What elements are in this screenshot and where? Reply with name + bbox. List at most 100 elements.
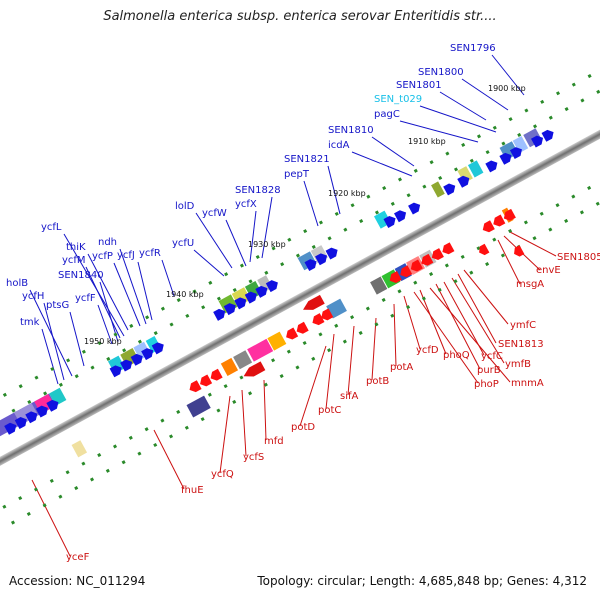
callout-line	[413, 291, 479, 384]
gene-label-ymfb: ymfB	[505, 359, 531, 370]
gene-label-ycfj: ycfJ	[117, 250, 135, 261]
forward-gene-arrow	[141, 348, 154, 361]
gene-label-sen1810: SEN1810	[328, 125, 374, 136]
reverse-gene-arrow	[503, 208, 516, 221]
tick-mark	[129, 323, 134, 328]
callout-line	[435, 283, 481, 370]
tick-mark	[406, 305, 411, 310]
callout-line	[43, 302, 65, 381]
gene-label-purb: purB	[477, 365, 501, 376]
tick-mark	[587, 73, 592, 79]
tick-mark	[207, 392, 212, 397]
gene-label-ycfu: ycfU	[172, 238, 194, 249]
tick-mark	[302, 340, 307, 346]
tick-mark	[469, 270, 474, 275]
gene-label-sen1828: SEN1828	[235, 185, 281, 196]
tick-mark	[555, 91, 561, 96]
tick-mark	[397, 177, 403, 182]
callout-line	[351, 151, 413, 177]
forward-gene-arrow	[383, 216, 396, 228]
forward-gene-arrow	[457, 175, 470, 188]
callout-line	[193, 249, 225, 277]
gene-label-potc: potC	[318, 405, 341, 416]
callout-line	[429, 287, 511, 383]
tick-mark	[365, 306, 370, 311]
callout-line	[263, 379, 267, 441]
tick-mark	[248, 279, 253, 284]
tick-mark	[286, 349, 291, 354]
tick-mark	[2, 504, 7, 509]
tick-mark	[216, 408, 221, 413]
feature-block	[71, 440, 88, 458]
tick-mark	[358, 330, 363, 336]
feature-block	[186, 395, 211, 418]
tick-mark	[532, 236, 537, 241]
callout-line	[303, 180, 319, 227]
feature-block	[220, 357, 239, 376]
tick-mark	[18, 384, 23, 389]
tick-mark	[144, 427, 149, 432]
gene-label-ycff: ycfF	[75, 293, 96, 304]
tick-mark	[43, 391, 48, 396]
tick-mark	[42, 503, 47, 508]
gene-label-ycef: yceF	[66, 552, 90, 563]
callout-line	[327, 165, 341, 215]
tick-mark	[192, 289, 197, 294]
tick-mark	[564, 218, 569, 223]
gene-label-phop: phoP	[474, 379, 499, 390]
tick-mark	[137, 451, 142, 456]
reverse-gene-arrow	[303, 294, 325, 310]
forward-gene-arrow	[265, 280, 278, 293]
tick-mark	[445, 151, 450, 156]
tick-mark	[461, 142, 466, 147]
tick-mark	[200, 417, 205, 422]
gene-label-sen1840: SEN1840	[58, 270, 104, 281]
kbp-tick-labels: 1900 kbp 1910 kbp 1920 kbp 1930 kbp 1940…	[84, 84, 526, 346]
reverse-gene-arrow	[389, 271, 402, 283]
tick-mark	[255, 254, 260, 260]
reverse-gene-arrow	[321, 308, 334, 321]
tick-mark	[374, 322, 379, 327]
gene-label-pept: pepT	[284, 169, 310, 180]
reverse-gene-arrow	[482, 220, 495, 233]
tick-mark	[429, 160, 434, 165]
tick-mark	[350, 203, 355, 208]
feature-block	[326, 298, 347, 319]
gene-label-ycfm: ycfM	[62, 255, 86, 266]
gene-label-ycfl: ycfL	[41, 222, 62, 233]
reverse-gene-arrow	[286, 327, 299, 340]
tick-mark	[27, 399, 32, 405]
feature-block	[267, 331, 287, 351]
tick-mark	[595, 201, 600, 206]
gene-label-potb: potB	[366, 376, 389, 387]
gene-label-thik: thiK	[66, 242, 86, 253]
tick-mark	[318, 220, 323, 225]
callout-line	[153, 429, 185, 490]
callout-line	[87, 253, 129, 331]
reverse-gene-arrow	[189, 380, 202, 393]
tick-mark	[532, 124, 538, 129]
gene-label-sifa: sifA	[340, 391, 359, 402]
tick-mark	[11, 408, 16, 413]
tick-mark	[239, 263, 244, 268]
tick-mark	[66, 358, 71, 363]
callout-line	[249, 210, 257, 263]
forward-gene-labels: SEN1796 SEN1800 SEN1801 SEN_t029 pagC SE…	[6, 43, 496, 328]
tick-mark	[303, 229, 308, 234]
tick-mark	[366, 194, 371, 199]
tick-mark	[121, 460, 126, 465]
forward-gene-arrow	[394, 210, 407, 223]
callout-line	[463, 269, 509, 325]
forward-gene-arrow	[151, 342, 164, 355]
tick-mark	[271, 358, 276, 363]
gene-label-lold: lolD	[175, 201, 195, 212]
tick-mark	[334, 323, 339, 328]
tick-mark	[128, 435, 133, 440]
tick-mark	[208, 280, 213, 285]
tick-mark	[176, 298, 181, 303]
tick-mark	[263, 382, 268, 387]
genome-backbone	[0, 93, 600, 503]
callout-line	[439, 91, 487, 121]
tick-mark	[295, 365, 300, 370]
feature-block	[247, 338, 274, 362]
